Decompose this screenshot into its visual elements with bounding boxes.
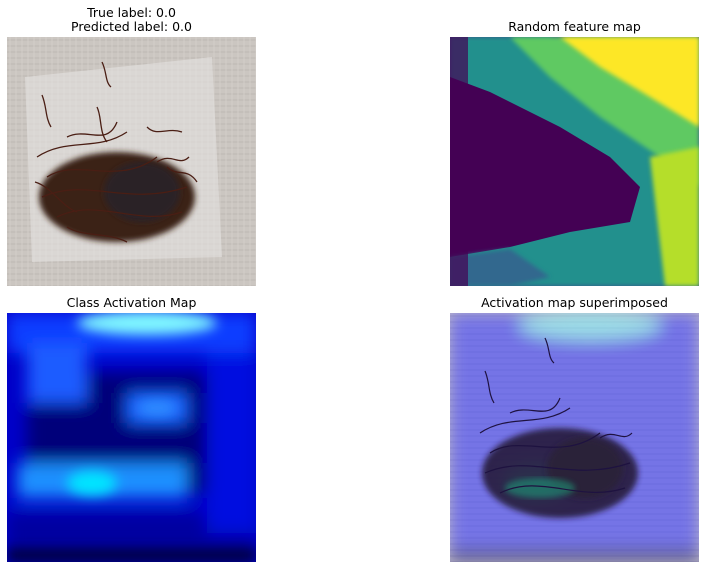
feature-map-title: Random feature map — [508, 19, 641, 34]
superimposed-image — [450, 313, 699, 562]
predicted-label-text: Predicted label: 0.0 — [71, 19, 192, 34]
feature-map-image — [450, 37, 699, 286]
true-label-text: True label: 0.0 — [87, 5, 176, 20]
panel-1-title: True label: 0.0 Predicted label: 0.0 — [7, 6, 256, 34]
class-activation-map-image — [7, 313, 256, 562]
superimposed-title: Activation map superimposed — [481, 295, 668, 310]
original-image — [7, 37, 256, 286]
cam-title: Class Activation Map — [66, 295, 197, 310]
